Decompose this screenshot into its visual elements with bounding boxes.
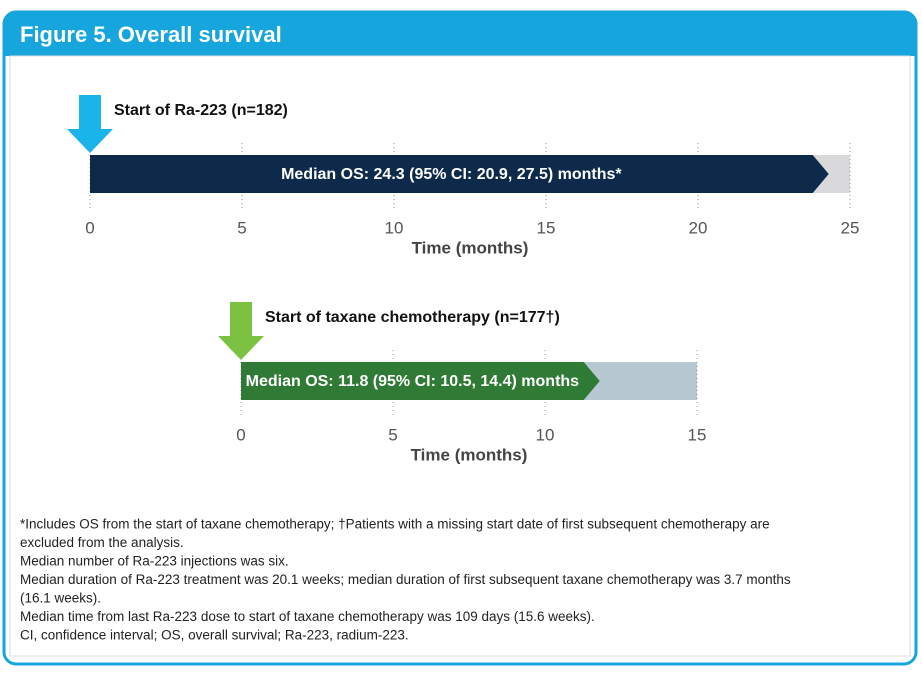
x-axis-label: Time (months) xyxy=(411,445,528,464)
footnote: Median time from last Ra-223 dose to sta… xyxy=(20,609,595,624)
footnote: Median number of Ra-223 injections was s… xyxy=(20,554,289,569)
footnotes: *Includes OS from the start of taxane ch… xyxy=(20,517,791,643)
median-bar xyxy=(90,155,829,193)
x-tick-label: 0 xyxy=(236,425,245,444)
x-tick-label: 15 xyxy=(688,425,707,444)
x-axis-label: Time (months) xyxy=(412,238,529,257)
x-tick-label: 0 xyxy=(85,218,94,237)
title-bar xyxy=(4,12,916,56)
x-tick-label: 5 xyxy=(237,218,246,237)
x-tick-label: 15 xyxy=(537,218,556,237)
x-tick-label: 5 xyxy=(388,425,397,444)
figure-title: Figure 5. Overall survival xyxy=(20,22,282,47)
footnote: Median duration of Ra-223 treatment was … xyxy=(20,572,791,587)
start-label: Start of taxane chemotherapy (n=177†) xyxy=(265,309,560,326)
footnote: excluded from the analysis. xyxy=(20,535,184,550)
median-bar xyxy=(241,362,600,400)
start-label: Start of Ra-223 (n=182) xyxy=(114,102,288,119)
footnote: *Includes OS from the start of taxane ch… xyxy=(20,517,770,532)
x-tick-label: 10 xyxy=(385,218,404,237)
bar-annotation: Median OS: 24.3 (95% CI: 20.9, 27.5) mon… xyxy=(281,166,622,183)
footnote: CI, confidence interval; OS, overall sur… xyxy=(20,628,409,643)
x-tick-label: 25 xyxy=(841,218,860,237)
start-arrow xyxy=(218,302,264,360)
x-tick-label: 10 xyxy=(536,425,555,444)
x-tick-label: 20 xyxy=(689,218,708,237)
footnote: (16.1 weeks). xyxy=(20,591,101,606)
start-arrow xyxy=(67,95,113,153)
bar-annotation: Median OS: 11.8 (95% CI: 10.5, 14.4) mon… xyxy=(246,373,580,390)
